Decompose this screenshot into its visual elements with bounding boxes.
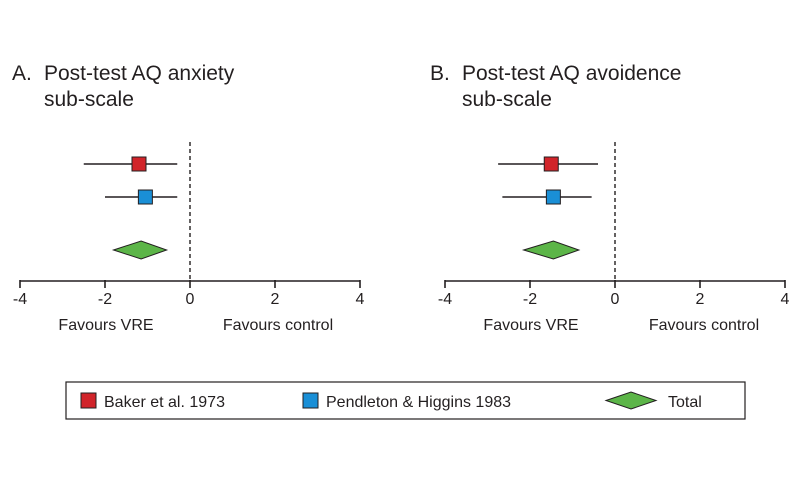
legend-marker-total	[604, 391, 658, 410]
panel-a-favours-right: Favours control	[223, 317, 333, 334]
panel-b-title-line-1: Post-test AQ avoidence	[462, 62, 681, 85]
panel-a-x-tick-label: 0	[186, 291, 195, 308]
panel-a-point-baker	[131, 156, 147, 172]
panel-a-x-tick-label: -2	[98, 291, 112, 308]
panel-b-plot-area: -4 -2 0 2 4	[438, 142, 790, 308]
panel-a-x-tick-label: 4	[356, 291, 365, 308]
panel-a-plot-area: -4 -2 0 2 4	[13, 142, 365, 308]
legend-marker-pendleton	[302, 392, 319, 409]
panel-b-x-tick-label: -4	[438, 291, 452, 308]
panel-b: B. Post-test AQ avoidence sub-scale -4 -2…	[430, 62, 790, 334]
panel-b-letter: B.	[430, 62, 450, 85]
panel-b-x-tick-label: 4	[781, 291, 790, 308]
panel-a-title-line-1: Post-test AQ anxiety	[44, 62, 235, 85]
panel-a-x-tick-label: -4	[13, 291, 27, 308]
panel-b-x-tick-label: -2	[523, 291, 537, 308]
panel-b-point-baker	[543, 156, 559, 172]
legend-marker-baker	[80, 392, 97, 409]
panel-b-favours-left: Favours VRE	[483, 317, 578, 334]
panel-a-letter: A.	[12, 62, 32, 85]
panel-a-point-pendleton	[137, 189, 153, 205]
panel-a: A. Post-test AQ anxiety sub-scale -4 -2 0 2…	[12, 62, 365, 334]
panel-b-total-diamond	[521, 240, 581, 260]
panel-b-x-tick-label: 2	[696, 291, 705, 308]
panel-a-total-diamond	[111, 240, 169, 260]
legend-label-pendleton: Pendleton & Higgins 1983	[326, 394, 511, 411]
legend: Baker et al. 1973 Pendleton & Higgins 19…	[65, 381, 746, 420]
panel-b-x-tick-label: 0	[611, 291, 620, 308]
panel-b-point-pendleton	[545, 189, 561, 205]
panel-a-x-tick-label: 2	[271, 291, 280, 308]
panel-a-favours-left: Favours VRE	[58, 317, 153, 334]
panel-a-title-line-2: sub-scale	[44, 88, 134, 111]
panel-b-favours-right: Favours control	[649, 317, 759, 334]
panel-b-title-line-2: sub-scale	[462, 88, 552, 111]
legend-label-baker: Baker et al. 1973	[104, 394, 225, 411]
legend-label-total: Total	[668, 394, 702, 411]
